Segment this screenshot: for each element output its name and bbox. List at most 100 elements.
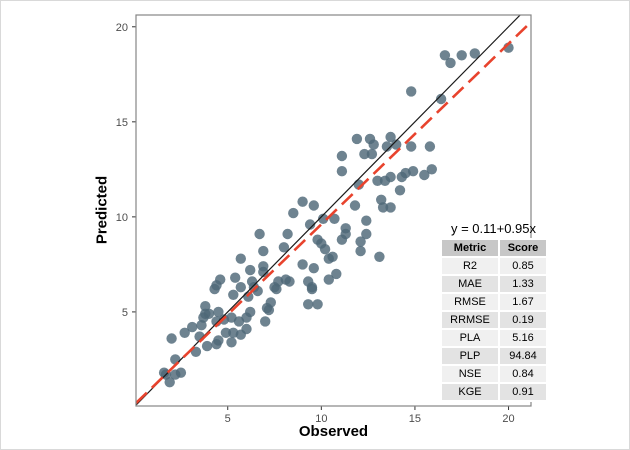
data-point [351,133,363,145]
data-point [166,333,177,344]
y-tick-label: 15 [116,117,128,129]
data-point [385,131,396,143]
data-point [336,166,348,177]
metric-name: MAE [442,276,498,292]
data-point [284,276,295,287]
metrics-row-nse: NSE 0.84 [442,366,546,382]
y-tick-label: 20 [116,22,128,34]
x-axis-title: Observed [298,423,369,440]
data-point [359,148,370,160]
data-point [385,202,396,213]
data-point [331,268,342,280]
data-point [329,213,340,224]
metrics-table: Metric Score R2 0.85 MAE 1.33 RMSE 1.67 RRMSE 0.… [440,238,548,402]
data-point [297,259,308,270]
panel-border [135,14,532,407]
y-tick-label: 5 [122,307,128,319]
data-point [179,327,190,338]
metric-name: NSE [442,366,498,382]
data-point [241,323,252,335]
data-point [327,251,338,262]
data-point [213,306,224,318]
data-point [308,200,319,211]
data-point [271,283,282,295]
data-point [336,150,348,162]
data-point [164,377,175,388]
metrics-table-body: R2 0.85 MAE 1.33 RMSE 1.67 RRMSE 0.19 PLA 5.16 PLP… [442,258,546,400]
data-point [340,228,351,240]
data-point [304,219,316,230]
data-point [235,253,246,264]
x-tick-label: 5 [225,413,231,425]
data-point [366,148,378,160]
data-point [394,185,406,196]
data-point [258,266,269,278]
data-point [391,139,402,150]
data-point [456,50,467,61]
regression-line [136,21,531,404]
metric-name: RMSE [442,294,498,310]
data-point [260,316,271,327]
metrics-row-rrmse: RRMSE 0.19 [442,312,546,328]
data-point [368,139,379,150]
data-point [175,367,187,378]
metric-score: 1.33 [500,276,546,292]
metric-name: R2 [442,258,498,274]
data-point [445,57,456,69]
data-point [406,86,417,97]
data-point [203,308,215,319]
data-point [381,141,393,152]
data-point [245,306,256,318]
metric-score: 0.91 [500,384,546,400]
data-point [228,289,239,300]
data-point [306,283,318,295]
data-point [426,164,437,175]
metrics-row-mae: MAE 1.33 [442,276,546,292]
metric-score: 1.67 [500,294,546,310]
data-point [245,264,256,276]
data-point [385,171,396,183]
data-point [303,299,314,310]
data-point [230,272,241,283]
data-point [349,200,361,211]
y-axis-title: Predicted [93,175,111,245]
data-point [469,48,480,59]
metrics-table-header: Metric Score [442,240,546,256]
data-point [282,228,293,240]
data-point [355,236,366,247]
metrics-header-metric: Metric [442,240,498,256]
data-point [235,282,246,293]
data-point [187,321,198,333]
data-point [435,93,447,105]
metrics-row-rmse: RMSE 1.67 [442,294,546,310]
data-point [372,175,383,186]
metric-score: 0.85 [500,258,546,274]
regression-equation: y = 0.11+0.95x [450,221,536,236]
metric-score: 0.84 [500,366,546,382]
y-tick-label: 10 [116,212,128,224]
data-point [263,304,275,316]
data-point [254,228,265,240]
data-point [439,50,451,61]
data-point [424,141,436,152]
metric-name: KGE [442,384,498,400]
data-point [201,340,213,352]
data-point [220,327,232,338]
data-point [419,169,430,181]
data-point [406,141,417,152]
metric-score: 5.16 [500,330,546,346]
metric-name: PLP [442,348,498,364]
data-point [308,263,319,274]
metrics-row-kge: KGE 0.91 [442,384,546,400]
metric-name: RRMSE [442,312,498,328]
data-point [278,242,290,253]
data-point [258,245,269,257]
metrics-row-plp: PLP 94.84 [442,348,546,364]
x-tick-label: 20 [502,413,514,425]
x-tick-label: 15 [409,413,421,425]
data-point [318,213,329,224]
data-point [361,228,372,240]
metrics-row-pla: PLA 5.16 [442,330,546,346]
data-point [312,299,323,310]
